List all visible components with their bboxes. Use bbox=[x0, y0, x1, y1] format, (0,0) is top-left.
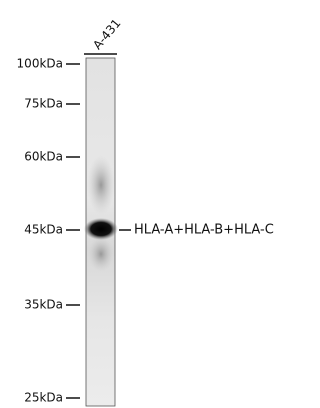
marker-label: 45kDa bbox=[24, 223, 63, 237]
smear bbox=[88, 236, 114, 272]
band-label: HLA-A+HLA-B+HLA-C bbox=[134, 223, 274, 238]
marker-label: 60kDa bbox=[24, 150, 63, 164]
lane-label: A-431 bbox=[90, 16, 123, 52]
marker-label: 35kDa bbox=[24, 298, 63, 312]
band bbox=[84, 218, 118, 240]
blot-figure: A-431 100kDa 75kDa 60kDa 45kDa 35kDa 25k… bbox=[0, 0, 299, 408]
smear bbox=[87, 155, 115, 215]
marker-ticks bbox=[66, 64, 80, 398]
marker-label: 75kDa bbox=[24, 97, 63, 111]
marker-label: 25kDa bbox=[24, 391, 63, 405]
page: A-431 100kDa 75kDa 60kDa 45kDa 35kDa 25k… bbox=[0, 0, 299, 408]
marker-label: 100kDa bbox=[17, 57, 63, 71]
